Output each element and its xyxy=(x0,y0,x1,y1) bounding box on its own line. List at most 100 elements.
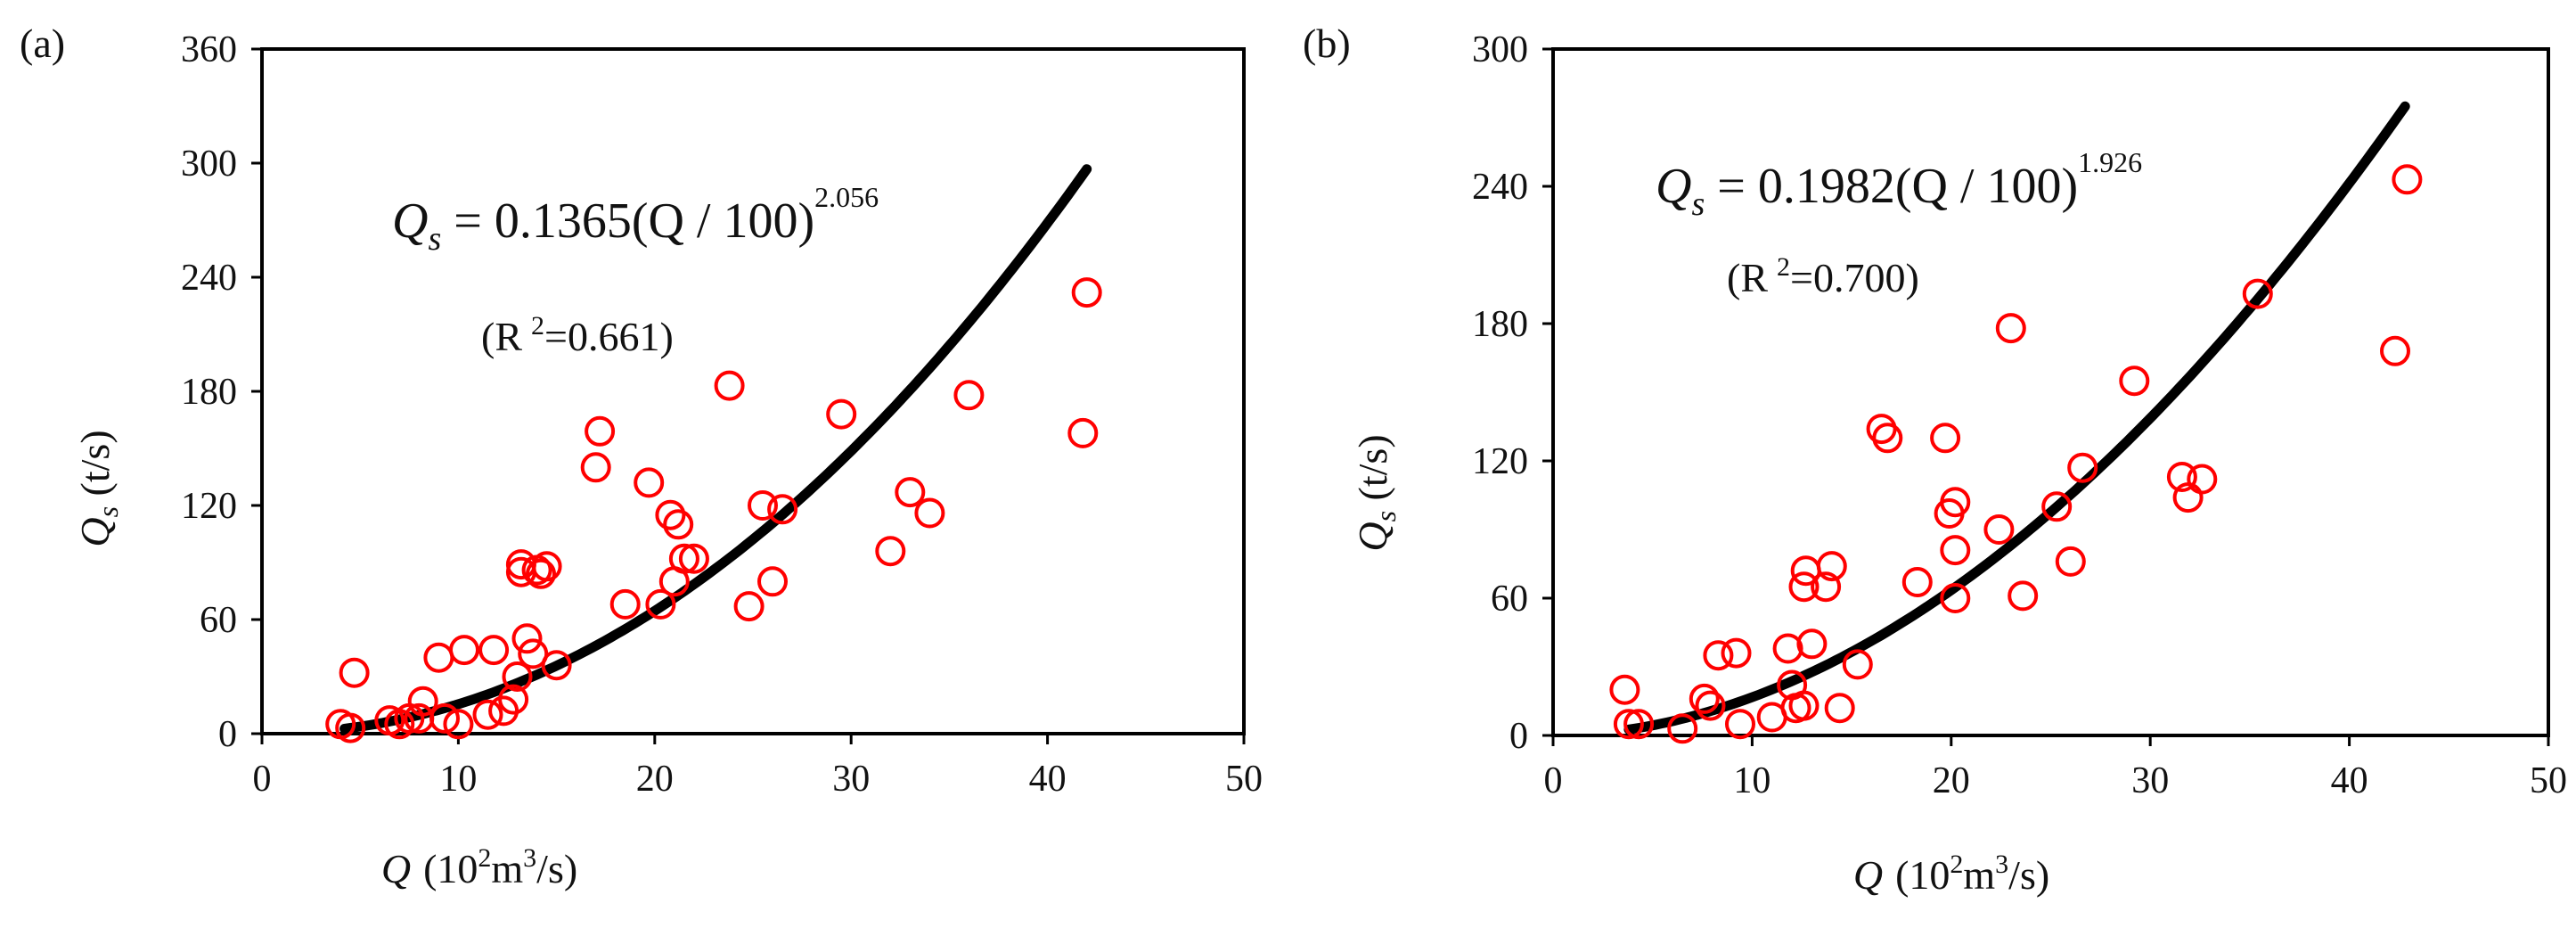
panel-b-y-tick-label: 0 xyxy=(1509,716,1528,757)
panel-a-y-tick-label: 120 xyxy=(181,486,237,527)
panel-a-data-point xyxy=(407,686,438,717)
panel-a-data-point xyxy=(472,699,503,730)
panel-b-data-point xyxy=(2008,580,2039,612)
panel-a-x-tick-label: 30 xyxy=(832,759,870,800)
panel-a-data-point xyxy=(678,543,709,574)
panel-b-plot-area xyxy=(1551,47,2550,737)
panel-b-data-point xyxy=(1613,709,1644,740)
panel-a-data-point xyxy=(339,657,370,688)
panel-a-data-point xyxy=(757,566,788,597)
panel-a-data-point xyxy=(580,452,611,483)
panel-b-y-tick-label: 240 xyxy=(1472,167,1528,208)
panel-a-data-point xyxy=(914,497,945,529)
panel-a-data-point xyxy=(541,650,572,681)
panel-b-data-point xyxy=(1811,571,1842,603)
panel-a-data-point xyxy=(609,588,641,620)
panel-b-data-point xyxy=(1842,649,1873,680)
panel-a-x-tick-label: 10 xyxy=(439,759,477,800)
panel-b-data-point xyxy=(2380,335,2410,366)
panel-b-data-point xyxy=(2055,546,2086,577)
panel-a-data-point xyxy=(953,380,985,411)
panel-a-x-tick-label: 40 xyxy=(1029,759,1067,800)
panel-b-data-point xyxy=(1872,423,1903,454)
panel-b-data-point xyxy=(1695,690,1726,721)
panel-b-data-point xyxy=(2166,462,2197,492)
panel-b: (b) 0 60 120 180 240 300 0 10 20 30 40 50 Qs (t/s)… xyxy=(1303,21,2567,898)
panel-a-data-point xyxy=(423,642,454,673)
panel-b-y-tick-label: 180 xyxy=(1472,304,1528,345)
panel-a-data-point xyxy=(498,684,529,715)
panel-b-data-point xyxy=(1940,535,1971,566)
panel-b-data-point xyxy=(1824,693,1855,724)
panel-a-data-point xyxy=(733,591,765,622)
panel-a-data-point xyxy=(511,623,543,654)
panel-b-data-point xyxy=(2242,278,2273,309)
panel-a-y-tick-label: 240 xyxy=(181,258,237,299)
panel-b-data-point xyxy=(1788,690,1820,721)
panel-b-data-point xyxy=(1725,709,1755,740)
panel-a-y-tick-label: 180 xyxy=(181,372,237,413)
panel-b-label: (b) xyxy=(1303,21,1351,66)
panel-a-fit-curve xyxy=(339,164,1092,734)
panel-b-data-point xyxy=(2067,452,2098,483)
panel-a-y-tick-label: 300 xyxy=(181,144,237,185)
panel-b-y-tick-label: 120 xyxy=(1472,441,1528,482)
panel-b-data-point xyxy=(2187,464,2218,495)
panel-b-data-point xyxy=(1983,514,2015,545)
panel-a-data-point xyxy=(655,499,686,530)
panel-a-data-point xyxy=(531,551,562,582)
panel-b-data-point xyxy=(1667,713,1698,744)
panel-a-data-point xyxy=(663,509,694,540)
panel-b-y-axis-title: Qs (t/s) xyxy=(1350,434,1402,551)
panel-b-x-tick-label: 0 xyxy=(1544,760,1563,801)
panel-b-data-point xyxy=(1609,674,1640,705)
panel-b-data-point xyxy=(1930,423,1961,454)
panel-b-fit-curve xyxy=(1623,101,2410,735)
panel-b-equation: Qs = 0.1982(Q / 100)1.926 xyxy=(1656,146,2142,223)
panel-b-x-tick-label: 40 xyxy=(2331,760,2368,801)
panel-b-data-point xyxy=(1788,571,1820,603)
panel-b-r-squared: (R 2=0.700) xyxy=(1727,252,1919,300)
panel-b-data-point xyxy=(1995,313,2026,344)
panel-b-data-point xyxy=(2392,164,2423,195)
panel-a-r-squared: (R 2=0.661) xyxy=(481,311,674,359)
panel-a-data-point xyxy=(518,638,549,669)
panel-a-data-point xyxy=(645,588,676,620)
panel-a-data-point xyxy=(826,398,857,430)
panel-a-y-tick-label: 360 xyxy=(181,29,237,70)
panel-a-data-point xyxy=(895,477,926,508)
panel-a-label: (a) xyxy=(20,21,65,66)
panel-a-data-point xyxy=(449,635,479,666)
panel-a-data-point xyxy=(429,702,460,734)
panel-b-data-point xyxy=(1721,637,1752,669)
panel-b-data-point xyxy=(1816,551,1847,582)
panel-b-y-tick-label: 60 xyxy=(1491,579,1528,620)
panel-a-data-point xyxy=(875,536,906,567)
panel-a-data-point xyxy=(335,712,366,743)
panel-b-data-point xyxy=(1772,633,1803,664)
panel-b-data-point xyxy=(2041,491,2073,522)
panel-b-data-point xyxy=(1703,640,1734,671)
panel-a-y-tick-label: 60 xyxy=(200,600,237,641)
panel-a-data-point xyxy=(1067,417,1099,448)
panel-a-data-point xyxy=(443,709,474,740)
panel-a-data-point xyxy=(634,467,665,498)
panel-a-data-point xyxy=(748,490,778,521)
panel-a-data-point xyxy=(526,558,556,589)
panel-a-data-point xyxy=(478,635,510,666)
panel-a-equation: Qs = 0.1365(Q / 100)2.056 xyxy=(392,181,879,258)
panel-b-x-tick-label: 20 xyxy=(1933,760,1970,801)
panel-b-data-point xyxy=(1940,487,1971,518)
panel-b-x-tick-label: 50 xyxy=(2530,760,2567,801)
panel-a-data-point xyxy=(714,370,745,401)
panel-a: (a) 0 60 120 180 240 300 360 0 10 20 30 40 50 Qs (t… xyxy=(20,21,1263,891)
panel-a-data-point xyxy=(1071,277,1102,308)
panel-b-data-point xyxy=(2119,365,2150,397)
panel-b-x-axis-title: Q (102m3/s) xyxy=(1853,850,2049,898)
panel-b-x-tick-label: 30 xyxy=(2131,760,2169,801)
panel-a-plot-area xyxy=(260,47,1246,735)
panel-a-y-tick-label: 0 xyxy=(218,714,237,755)
panel-b-data-point xyxy=(1901,567,1933,597)
panel-b-data-point xyxy=(1689,683,1720,714)
